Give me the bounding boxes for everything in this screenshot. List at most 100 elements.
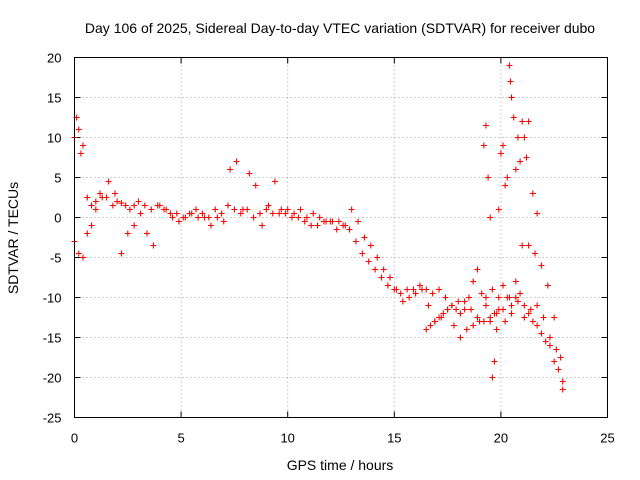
data-point — [512, 278, 519, 285]
data-point — [544, 282, 551, 289]
data-point — [457, 334, 464, 341]
data-point — [141, 202, 148, 209]
data-point — [510, 114, 517, 121]
data-point — [542, 338, 549, 345]
axis-ticks — [74, 57, 608, 418]
data-point — [427, 322, 434, 329]
data-point — [207, 222, 214, 229]
data-point — [493, 326, 500, 333]
x-tick-label: 15 — [387, 431, 401, 446]
x-tick-label: 0 — [71, 431, 78, 446]
data-point — [195, 214, 202, 221]
data-point — [523, 154, 530, 161]
data-point — [525, 242, 532, 249]
data-point — [517, 158, 524, 165]
plot-frame — [74, 57, 608, 418]
data-point — [393, 286, 400, 293]
data-point — [512, 166, 519, 173]
data-point — [75, 126, 82, 133]
data-point — [384, 282, 391, 289]
data-point — [425, 302, 432, 309]
data-point — [491, 358, 498, 365]
data-point — [124, 230, 131, 237]
data-point — [423, 326, 430, 333]
y-tick-label: -25 — [43, 411, 62, 426]
data-point — [342, 222, 349, 229]
data-point — [534, 210, 541, 217]
data-point — [500, 282, 507, 289]
data-point — [450, 322, 457, 329]
data-point — [495, 206, 502, 213]
data-point — [265, 202, 272, 209]
data-point — [80, 142, 87, 149]
data-point — [419, 286, 426, 293]
data-point — [489, 374, 496, 381]
data-point — [374, 254, 381, 261]
data-point — [316, 214, 323, 221]
data-point — [378, 274, 385, 281]
data-point — [448, 302, 455, 309]
x-tick-label: 25 — [600, 431, 614, 446]
data-point — [148, 206, 155, 213]
x-tick-label: 10 — [280, 431, 294, 446]
data-point — [508, 310, 515, 317]
data-point — [546, 334, 553, 341]
data-point — [387, 274, 394, 281]
data-point — [193, 206, 200, 213]
x-axis-label: GPS time / hours — [287, 457, 394, 473]
data-point — [482, 302, 489, 309]
data-point — [99, 194, 106, 201]
data-point — [504, 294, 511, 301]
data-point — [297, 206, 304, 213]
data-point — [131, 202, 138, 209]
data-point — [519, 242, 526, 249]
data-point — [212, 206, 219, 213]
data-point — [346, 226, 353, 233]
data-point — [367, 242, 374, 249]
data-point — [410, 286, 417, 293]
data-point — [372, 266, 379, 273]
data-point — [335, 218, 342, 225]
y-tick-label: 15 — [47, 91, 61, 106]
data-point — [540, 314, 547, 321]
data-point — [404, 286, 411, 293]
y-tick-label: 10 — [47, 131, 61, 146]
data-point — [532, 250, 539, 257]
data-point — [502, 182, 509, 189]
data-point — [276, 210, 283, 217]
data-point — [482, 122, 489, 129]
data-point — [284, 206, 291, 213]
data-point — [365, 258, 372, 265]
data-point — [474, 266, 481, 273]
data-point — [214, 214, 221, 221]
data-point — [551, 358, 558, 365]
data-point — [231, 206, 238, 213]
data-point — [239, 206, 246, 213]
data-point — [88, 202, 95, 209]
data-point — [557, 354, 564, 361]
data-point — [444, 306, 451, 313]
data-point — [527, 306, 534, 313]
y-tick-label: -5 — [50, 251, 62, 266]
y-tick-label: 0 — [54, 211, 61, 226]
data-point — [310, 210, 317, 217]
data-point — [163, 206, 170, 213]
data-point — [218, 210, 225, 217]
data-point — [397, 290, 404, 297]
data-point — [461, 306, 468, 313]
data-point — [314, 222, 321, 229]
data-point — [278, 206, 285, 213]
data-point — [380, 266, 387, 273]
data-point — [553, 346, 560, 353]
data-point — [256, 210, 263, 217]
data-point — [137, 210, 144, 217]
data-point — [237, 210, 244, 217]
data-point — [143, 230, 150, 237]
data-point — [126, 206, 133, 213]
data-point — [282, 210, 289, 217]
data-point — [500, 142, 507, 149]
data-point — [135, 198, 142, 205]
data-point — [517, 290, 524, 297]
data-point — [478, 290, 485, 297]
data-point — [188, 210, 195, 217]
